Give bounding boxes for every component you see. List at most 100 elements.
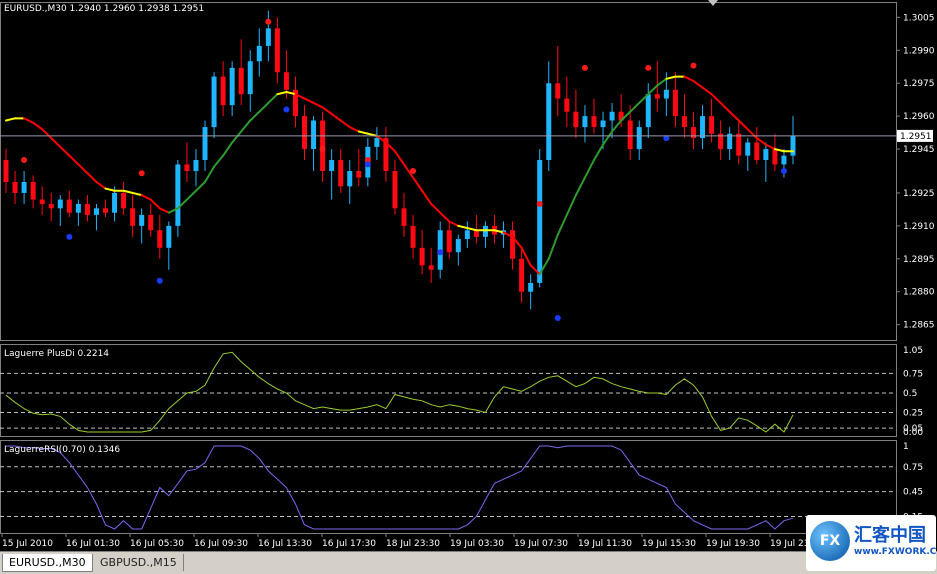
- sell-signal-dot: [265, 18, 272, 25]
- laguerre-line-segment: [140, 194, 152, 201]
- buy-signal-dot: [780, 168, 787, 174]
- sell-signal-dot: [138, 170, 145, 177]
- laguerre-line-segment: [213, 154, 225, 168]
- price-tick-label: 1.2990: [903, 46, 935, 56]
- sell-signal-dot: [536, 200, 543, 207]
- time-tick-label: 16 Jul 17:30: [322, 539, 376, 549]
- main-title: EURUSD.,M30 1.2940 1.2960 1.2938 1.2951: [4, 4, 204, 14]
- rsi-tick-label: 1: [903, 442, 909, 452]
- candle-body: [564, 98, 570, 112]
- laguerre-line-segment: [240, 119, 252, 133]
- laguerre-line-segment: [312, 101, 324, 109]
- sell-signal-dot: [645, 64, 652, 71]
- candle-body: [745, 142, 751, 156]
- laguerre-line-segment: [502, 231, 514, 238]
- laguerre-line-segment: [647, 84, 659, 96]
- candle-body: [401, 208, 407, 226]
- candle-body: [283, 72, 289, 90]
- sell-signal-dot: [410, 168, 417, 174]
- tab-gbpusd-m15[interactable]: GBPUSD.,M15: [94, 554, 184, 571]
- laguerre-line-segment: [384, 141, 396, 153]
- candle-body: [48, 203, 54, 209]
- laguerre-line-segment: [258, 101, 270, 113]
- laguerre-line-segment: [538, 257, 550, 276]
- time-tick-label: 18 Jul 23:30: [386, 539, 440, 549]
- price-tick-label: 1.2975: [903, 79, 935, 89]
- candle-body: [573, 111, 579, 128]
- laguerre-line-segment: [267, 93, 279, 104]
- plusdi-title: Laguerre PlusDi 0.2214: [4, 349, 109, 359]
- rsi-tick-label: 0.75: [903, 463, 923, 473]
- laguerre-line-segment: [547, 233, 559, 260]
- candle-body: [537, 160, 543, 283]
- candle-body: [211, 76, 217, 128]
- candle-body: [455, 239, 461, 253]
- plusdi-tick-label: 0.05: [903, 424, 923, 434]
- panel-frame: [0, 344, 897, 437]
- candle-body: [428, 265, 434, 270]
- rsi-title: LaguerreRSI(0.70) 0.1346: [4, 445, 120, 455]
- time-axis: 15 Jul 2010 16 Jul 01:30 16 Jul 05:30 16 Ju…: [1, 533, 813, 549]
- sell-signal-dot: [690, 62, 697, 69]
- candle-body: [292, 89, 298, 117]
- candle-body: [790, 135, 796, 156]
- candle-body: [374, 138, 380, 147]
- shift-marker-icon[interactable]: [708, 0, 718, 6]
- laguerre-line-segment: [68, 154, 80, 166]
- price-tick-label: 1.2880: [903, 288, 935, 298]
- laguerre-line-segment: [665, 75, 677, 80]
- laguerre-line-segment: [692, 80, 704, 89]
- time-tick-label: 19 Jul 23:: [770, 539, 813, 549]
- laguerre-line-segment: [439, 211, 451, 223]
- laguerre-line-segment: [710, 93, 722, 104]
- laguerre-line-segment: [421, 189, 433, 205]
- candle-body: [12, 181, 18, 193]
- candle-body: [636, 127, 642, 150]
- laguerre-line-segment: [448, 220, 460, 227]
- plusdi-panel[interactable]: 1.05 0.75 0.5 0.25 0.050.00: [0, 344, 923, 439]
- candle-body: [772, 149, 778, 165]
- sell-signal-dot: [21, 157, 28, 164]
- chart-tab-bar: EURUSD.,M30 GBPUSD.,M15: [0, 551, 937, 574]
- candle-body: [256, 45, 262, 62]
- laguerre-line-segment: [719, 101, 731, 113]
- candle-body: [229, 67, 235, 106]
- chart-canvas[interactable]: 1.3005 1.2990 1.2975 1.2960 1.2945 1.2925 1.29…: [0, 0, 937, 551]
- candle-body: [681, 116, 687, 128]
- laguerre-line-segment: [565, 194, 577, 216]
- candle-body: [57, 199, 63, 209]
- plusdi-tick-label: 0.5: [903, 389, 917, 399]
- candle-body: [392, 171, 398, 209]
- laguerre-line-segment: [276, 90, 288, 96]
- candle-body: [763, 149, 769, 161]
- laguerre-line-segment: [412, 176, 424, 192]
- laguerre-line-segment: [222, 141, 234, 157]
- fx-globe-icon: FX: [810, 521, 850, 561]
- candle-body: [93, 208, 99, 215]
- sell-signal-dot: [364, 157, 371, 164]
- candle-body: [473, 230, 479, 237]
- laguerre-line-segment: [59, 145, 71, 157]
- candle-body: [546, 83, 552, 161]
- price-tick-label: 1.2960: [903, 112, 935, 122]
- candle-body: [329, 160, 335, 171]
- candle-body: [618, 111, 624, 121]
- candle-body: [356, 171, 362, 178]
- candle-body: [157, 230, 163, 248]
- fxwork-logo: FX 汇客中国 www.FXWORK.CN: [806, 515, 937, 571]
- candle-body: [555, 83, 561, 99]
- rsi-panel[interactable]: 10.750.450.15: [0, 440, 923, 534]
- laguerre-line-segment: [602, 130, 614, 146]
- plusdi-series-line: [5, 351, 794, 433]
- logo-name: 汇客中国: [854, 525, 926, 546]
- candle-body: [709, 116, 715, 134]
- tab-eurusd-m30[interactable]: EURUSD.,M30: [2, 554, 93, 572]
- time-tick-label: 16 Jul 09:30: [194, 539, 248, 549]
- candle-body: [112, 192, 118, 213]
- main-price-panel[interactable]: 1.3005 1.2990 1.2975 1.2960 1.2945 1.2925 1.29…: [0, 2, 935, 341]
- price-tick-label: 1.2945: [903, 145, 935, 155]
- candle-body: [66, 199, 72, 213]
- laguerre-line-segment: [32, 121, 44, 131]
- candle-body: [754, 142, 760, 161]
- candle-body: [84, 203, 90, 215]
